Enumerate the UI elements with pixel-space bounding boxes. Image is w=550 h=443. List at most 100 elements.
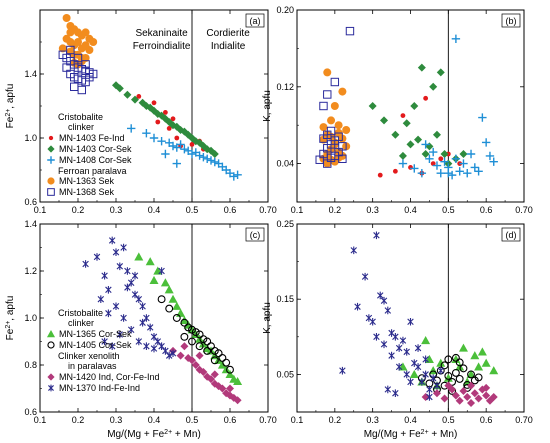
data-point xyxy=(448,377,457,386)
panel-b: 0.1 0.2 0.3 0.4 0.5 0.6 0.70 0.04 0.12 0.20 K, apf… xyxy=(262,5,533,215)
legend-entry-label: MN-1368 Sek xyxy=(59,187,115,197)
y-tick-label: 1.2 xyxy=(24,266,37,276)
legend-entry-label: MN-1405 Cor-Sek xyxy=(59,340,132,350)
data-point xyxy=(150,333,158,341)
data-point xyxy=(74,38,82,46)
data-point xyxy=(417,63,426,72)
data-point xyxy=(180,332,189,341)
data-point xyxy=(151,100,157,106)
data-point xyxy=(176,351,185,360)
x-tick-label: 0.2 xyxy=(329,205,342,215)
y-tick-label: 1.0 xyxy=(24,313,37,323)
annotation-indialite: Indialite xyxy=(211,41,246,52)
data-point xyxy=(101,271,108,280)
legend-group-subtitle: in paralavas xyxy=(68,361,117,371)
data-point xyxy=(406,140,415,149)
data-point xyxy=(433,381,441,390)
data-point xyxy=(380,340,388,349)
data-point xyxy=(437,366,445,375)
data-point xyxy=(108,342,116,350)
data-point xyxy=(66,28,75,37)
legend-marker xyxy=(48,384,54,392)
data-point xyxy=(135,295,143,303)
x-tick-label: 0.6 xyxy=(480,205,493,215)
x-tick-label: 0.1 xyxy=(291,205,304,215)
panel-label-text: (d) xyxy=(506,230,517,240)
x-tick-label: 0.6 xyxy=(224,205,237,215)
data-point xyxy=(444,381,453,390)
x-tick-label: 0.6 xyxy=(224,415,237,425)
data-point xyxy=(124,283,131,292)
data-point xyxy=(210,370,219,379)
data-point xyxy=(474,394,483,403)
x-tick-label: 0.4 xyxy=(148,205,161,215)
panel-d: 0.1 0.2 0.3 0.4 0.5 0.6 0.70 0.05 0.15 0.25 K, apf… xyxy=(262,219,533,440)
data-point xyxy=(409,369,419,378)
data-point xyxy=(222,358,231,367)
x-tick-label: 0.70 xyxy=(515,205,533,215)
data-point xyxy=(489,392,498,401)
data-point xyxy=(85,46,94,54)
data-point xyxy=(368,102,377,110)
data-point xyxy=(432,161,442,170)
data-point xyxy=(149,133,159,143)
data-point xyxy=(466,369,476,378)
data-point xyxy=(198,339,208,348)
legend-marker xyxy=(48,135,54,141)
series-mn-1420-ind-cor-fe-ind xyxy=(421,381,498,407)
panel-label-text: (b) xyxy=(506,16,517,26)
data-point xyxy=(127,278,135,287)
data-point xyxy=(418,378,426,386)
data-point xyxy=(172,314,181,322)
y-tick-label: 0.6 xyxy=(24,407,37,417)
data-point xyxy=(319,101,328,111)
data-point xyxy=(474,373,483,382)
series-mn-1405-cor-sek xyxy=(157,295,234,374)
legend-entry-label: MN-1403 Cor-Sek xyxy=(59,144,132,154)
data-point xyxy=(81,60,90,69)
data-point xyxy=(145,257,155,266)
y-tick-label: 1.4 xyxy=(24,219,37,229)
y-tick-label: 0.12 xyxy=(276,82,294,92)
data-point xyxy=(392,333,399,341)
x-tick-label: 0.2 xyxy=(72,415,85,425)
legend-group-title: Ferroan paralava xyxy=(58,166,127,176)
data-point xyxy=(444,371,453,380)
data-point xyxy=(199,368,208,377)
data-point xyxy=(436,169,445,178)
data-point xyxy=(422,370,429,379)
y-tick-label: 1.0 xyxy=(24,133,37,143)
data-point xyxy=(154,337,162,346)
data-point xyxy=(429,374,437,382)
data-point xyxy=(158,342,165,350)
data-point xyxy=(398,159,408,168)
x-tick-label: 0.5 xyxy=(186,415,199,425)
legend-entry-label: MN-1370 Ind-Fe-Ind xyxy=(59,383,140,393)
x-tick-label: 0.3 xyxy=(110,205,123,215)
data-point xyxy=(440,361,449,370)
data-point xyxy=(168,294,178,303)
series-mn-1408-cor-sek xyxy=(398,34,498,180)
data-point xyxy=(422,355,429,364)
data-point xyxy=(225,369,235,378)
x-tick-label: 0.70 xyxy=(259,205,277,215)
data-point xyxy=(451,353,460,362)
data-point xyxy=(425,142,434,151)
data-point xyxy=(443,373,453,382)
data-point xyxy=(429,82,438,91)
y-tick-label: 0.15 xyxy=(276,294,294,304)
series-mn-1370-ind-fe-ind xyxy=(339,231,445,401)
y-tick-label: 0.25 xyxy=(276,219,294,229)
data-point xyxy=(73,53,83,63)
data-point xyxy=(455,362,465,371)
legend-group-subtitle: clinker xyxy=(68,122,94,132)
panel-label-box xyxy=(245,13,265,28)
panel-label-box xyxy=(501,13,521,28)
y-axis-label: Fe2+, apfu xyxy=(5,84,17,129)
data-point xyxy=(62,63,71,72)
data-point xyxy=(330,102,339,110)
data-point xyxy=(451,391,460,400)
data-point xyxy=(482,383,491,392)
